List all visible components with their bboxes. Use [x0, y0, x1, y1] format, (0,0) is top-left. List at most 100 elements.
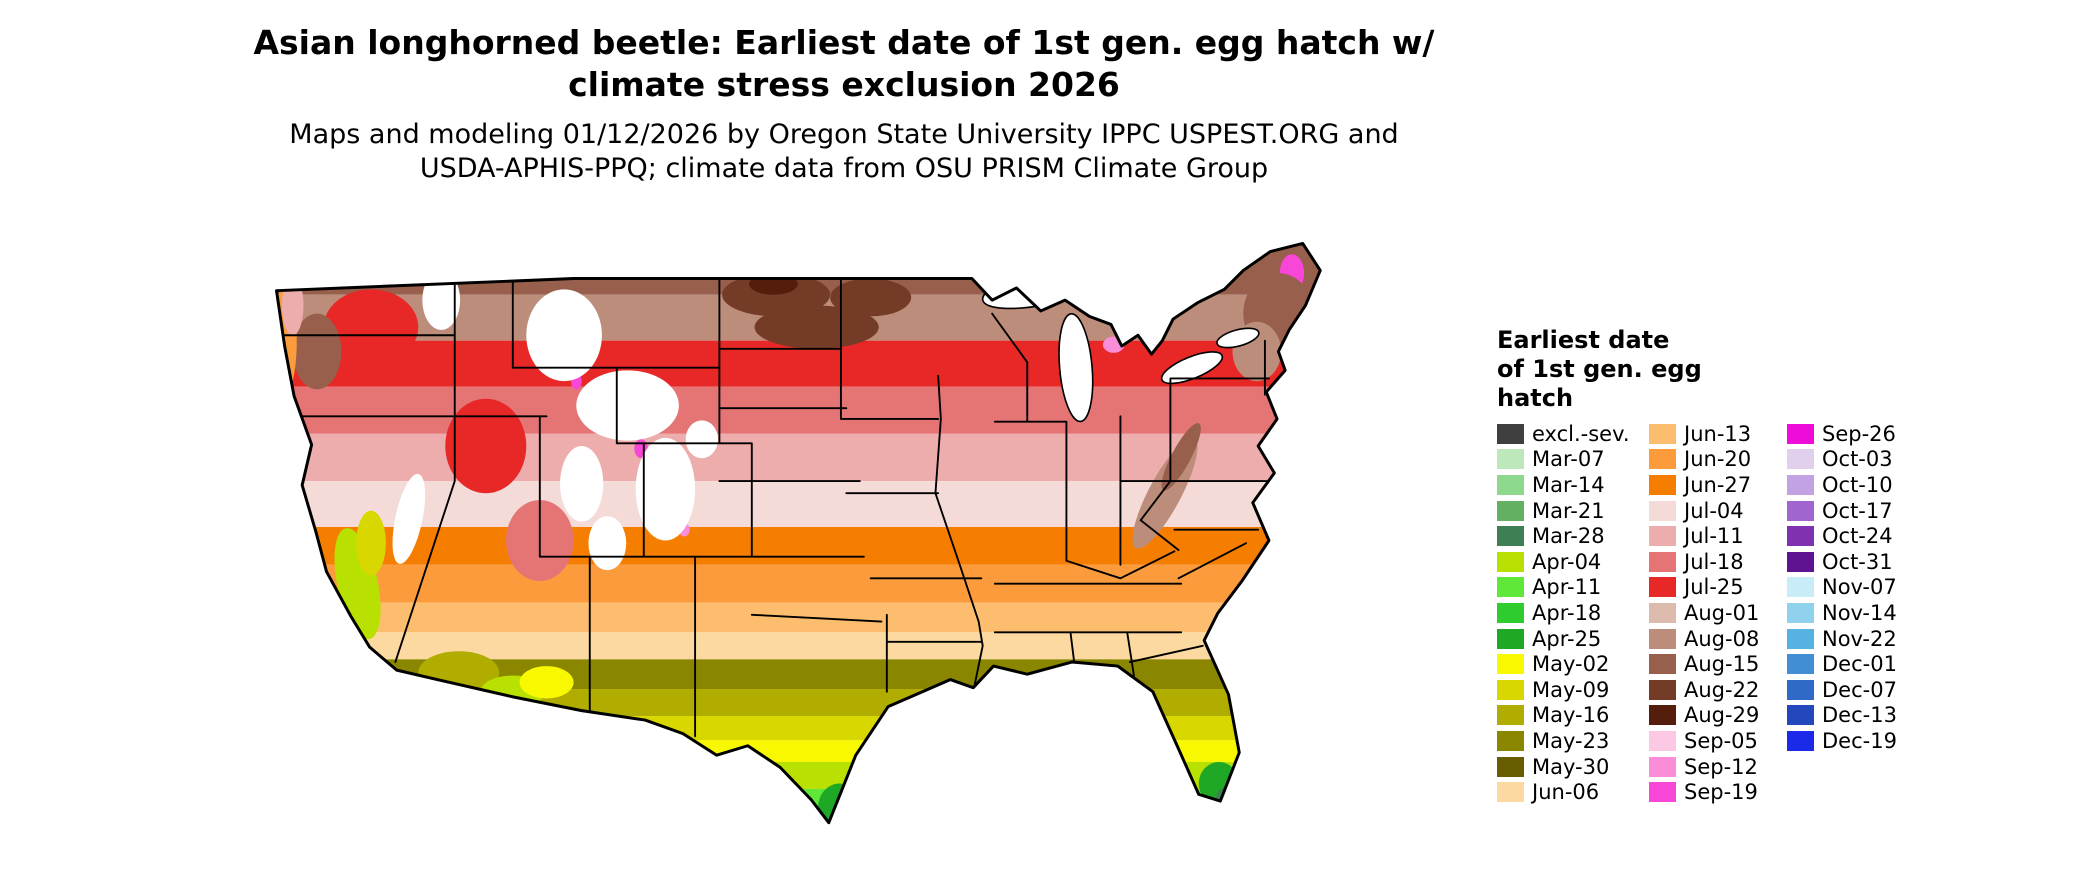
legend-item-dec-19: Dec-19 — [1787, 728, 1932, 754]
legend-label: Mar-07 — [1532, 447, 1605, 472]
legend-label: Jul-11 — [1684, 524, 1744, 549]
legend-swatch — [1649, 500, 1676, 521]
legend-label: Nov-22 — [1822, 626, 1897, 651]
legend-item-sep-05: Sep-05 — [1649, 728, 1787, 754]
legend-swatch — [1787, 679, 1814, 700]
legend-item-sep-12: Sep-12 — [1649, 754, 1787, 780]
legend-column: excl.-sev. Mar-07 Mar-14 Mar-21 Mar-28 Apr-04… — [1497, 421, 1649, 805]
legend-swatch — [1649, 782, 1676, 803]
legend-label: Nov-07 — [1822, 575, 1897, 600]
legend-swatch — [1649, 679, 1676, 700]
legend-swatch — [1649, 474, 1676, 495]
legend-swatch — [1787, 500, 1814, 521]
legend-item-dec-07: Dec-07 — [1787, 677, 1932, 703]
map-band-may-16 — [276, 689, 1321, 717]
page-title: Asian longhorned beetle: Earliest date o… — [0, 22, 1688, 106]
legend-swatch — [1497, 577, 1524, 598]
legend-swatch — [1787, 474, 1814, 495]
legend-label: Sep-19 — [1684, 780, 1758, 805]
legend-swatch — [1787, 602, 1814, 623]
legend-label: May-09 — [1532, 677, 1610, 702]
legend-label: May-30 — [1532, 754, 1610, 779]
legend-item-jun-13: Jun-13 — [1649, 421, 1787, 447]
legend-item-dec-13: Dec-13 — [1787, 703, 1932, 729]
legend-column: Sep-26 Oct-03 Oct-10 Oct-17 Oct-24 Oct-31 Nov-… — [1787, 421, 1932, 805]
legend-label: Apr-18 — [1532, 600, 1602, 625]
legend-label: Jul-18 — [1684, 549, 1744, 574]
legend-swatch — [1787, 526, 1814, 547]
subtitle-line-2: USDA-APHIS-PPQ; climate data from OSU PR… — [419, 153, 1269, 184]
legend-swatch — [1649, 628, 1676, 649]
legend-item-jun-20: Jun-20 — [1649, 447, 1787, 473]
legend-label: Jun-20 — [1684, 447, 1752, 472]
map-band-jun-13 — [276, 602, 1321, 633]
legend-swatch — [1649, 449, 1676, 470]
map-legend: Earliest date of 1st gen. egg hatch excl… — [1497, 326, 2077, 805]
legend-item-jul-18: Jul-18 — [1649, 549, 1787, 575]
legend-item-oct-03: Oct-03 — [1787, 447, 1932, 473]
legend-title-line-1: Earliest date — [1497, 326, 1670, 354]
us-outline — [275, 241, 1322, 825]
legend-swatch — [1787, 577, 1814, 598]
map-band-may-09 — [276, 716, 1321, 741]
legend-label: Apr-04 — [1532, 549, 1602, 574]
legend-swatch — [1787, 449, 1814, 470]
legend-label: Jun-27 — [1684, 472, 1752, 497]
legend-swatch — [1497, 602, 1524, 623]
legend-item-jul-04: Jul-04 — [1649, 498, 1787, 524]
legend-swatch — [1497, 628, 1524, 649]
legend-columns: excl.-sev. Mar-07 Mar-14 Mar-21 Mar-28 Apr-04… — [1497, 421, 2077, 805]
map-band-jun-06 — [276, 632, 1321, 660]
legend-title: Earliest date of 1st gen. egg hatch — [1497, 326, 2077, 413]
legend-label: Aug-01 — [1684, 600, 1760, 625]
legend-item-jul-11: Jul-11 — [1649, 523, 1787, 549]
legend-label: Sep-12 — [1684, 754, 1758, 779]
legend-swatch — [1787, 628, 1814, 649]
legend-label: Jun-06 — [1532, 780, 1600, 805]
legend-label: Oct-17 — [1822, 498, 1893, 523]
legend-label: Aug-15 — [1684, 652, 1760, 677]
legend-item-apr-11: Apr-11 — [1497, 575, 1649, 601]
legend-swatch — [1787, 423, 1814, 444]
us-map-container — [236, 216, 1458, 892]
legend-item-aug-08: Aug-08 — [1649, 626, 1787, 652]
page-subtitle: Maps and modeling 01/12/2026 by Oregon S… — [0, 118, 1688, 186]
legend-item-aug-22: Aug-22 — [1649, 677, 1787, 703]
legend-label: Apr-25 — [1532, 626, 1602, 651]
legend-label: Oct-24 — [1822, 524, 1893, 549]
legend-item-aug-01: Aug-01 — [1649, 600, 1787, 626]
map-exclusion-areas — [392, 270, 719, 571]
legend-item-apr-04: Apr-04 — [1497, 549, 1649, 575]
legend-label: Aug-08 — [1684, 626, 1760, 651]
legend-item-aug-29: Aug-29 — [1649, 703, 1787, 729]
legend-item-may-09: May-09 — [1497, 677, 1649, 703]
legend-swatch — [1497, 654, 1524, 675]
legend-item-jun-27: Jun-27 — [1649, 472, 1787, 498]
legend-swatch — [1649, 551, 1676, 572]
legend-swatch — [1497, 730, 1524, 751]
legend-item-may-23: May-23 — [1497, 728, 1649, 754]
legend-label: Jun-13 — [1684, 421, 1752, 446]
legend-swatch — [1649, 423, 1676, 444]
legend-item-sep-26: Sep-26 — [1787, 421, 1932, 447]
legend-swatch — [1497, 679, 1524, 700]
map-band-jun-20 — [276, 564, 1321, 603]
legend-swatch — [1497, 756, 1524, 777]
legend-label: Dec-07 — [1822, 677, 1897, 702]
legend-item-nov-14: Nov-14 — [1787, 600, 1932, 626]
map-band-may-02 — [276, 740, 1321, 762]
legend-item-mar-21: Mar-21 — [1497, 498, 1649, 524]
legend-label: Sep-05 — [1684, 728, 1758, 753]
legend-swatch — [1497, 526, 1524, 547]
legend-label: Oct-03 — [1822, 447, 1893, 472]
legend-label: Nov-14 — [1822, 600, 1897, 625]
legend-label: Dec-13 — [1822, 703, 1897, 728]
legend-item-mar-28: Mar-28 — [1497, 523, 1649, 549]
legend-item-oct-31: Oct-31 — [1787, 549, 1932, 575]
legend-item-mar-14: Mar-14 — [1497, 472, 1649, 498]
legend-label: Dec-19 — [1822, 728, 1897, 753]
state-borders — [276, 277, 1277, 738]
legend-label: Jul-04 — [1684, 498, 1744, 523]
legend-swatch — [1497, 449, 1524, 470]
